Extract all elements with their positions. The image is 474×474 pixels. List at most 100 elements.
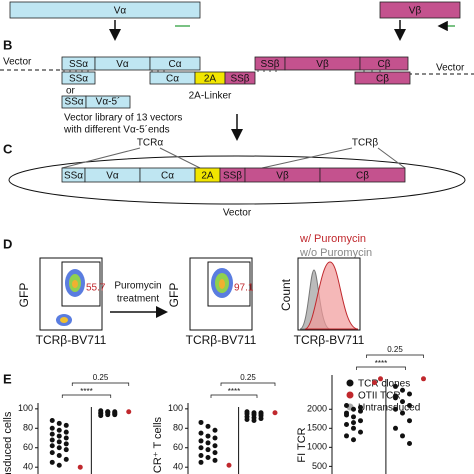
- vector-label: Vector: [3, 57, 32, 68]
- bracket: [210, 394, 258, 398]
- dot: [393, 393, 398, 399]
- dot: [49, 425, 55, 431]
- vector-label: Vector: [436, 63, 465, 74]
- bracket: [61, 394, 112, 398]
- y-tick-label: 1000: [307, 442, 327, 452]
- dot: [205, 433, 211, 439]
- legend-text: w/o Puromycin: [299, 247, 372, 259]
- dot: [344, 422, 349, 427]
- gate-value: 55.7: [86, 283, 106, 294]
- y-tick-label: 80: [23, 423, 33, 433]
- dot: [358, 418, 363, 424]
- panel-label: E: [3, 371, 12, 386]
- caption: with different Vα-5´ends: [63, 124, 170, 136]
- dot: [344, 433, 349, 439]
- bracket: [220, 382, 276, 386]
- panel-label: C: [3, 141, 13, 156]
- y-tick-label: 60: [23, 442, 33, 452]
- dot: [400, 410, 405, 416]
- segment: Vα: [116, 59, 129, 70]
- y-tick-label: 2000: [307, 404, 327, 414]
- box: [149, 56, 201, 71]
- dot: [205, 423, 211, 429]
- dot: [358, 404, 363, 410]
- box: [9, 1, 201, 19]
- segment: Cβ: [356, 171, 369, 182]
- histogram: [297, 257, 361, 331]
- legend-text: OTII TCR: [358, 391, 401, 402]
- segment: Vβ: [276, 171, 289, 182]
- linker-label: 2A-Linker: [189, 91, 232, 102]
- dot: [56, 453, 62, 459]
- dot: [198, 459, 204, 465]
- significance: 0.25: [240, 373, 256, 382]
- axis-label: TCRβ-BV711: [36, 333, 107, 347]
- dot: [351, 425, 356, 431]
- dot: [56, 439, 62, 445]
- y-tick-label: 60: [173, 442, 183, 452]
- bracket: [356, 366, 406, 370]
- dot: [198, 453, 204, 459]
- segment: Cα: [168, 59, 181, 70]
- segment: SSα: [69, 59, 88, 70]
- box: [319, 167, 406, 183]
- y-axis-label: FI TCR: [296, 427, 308, 462]
- axis-label: TCRβ-BV711: [294, 333, 365, 347]
- y-tick-label: 40: [23, 462, 33, 472]
- dot: [56, 433, 62, 439]
- dot: [251, 418, 257, 424]
- or: or: [66, 86, 76, 97]
- axis-label: TCRβ-BV711: [186, 333, 257, 347]
- bracket: [61, 147, 406, 169]
- dot: [344, 412, 349, 418]
- segment: Vα: [114, 6, 127, 17]
- segment: SSβ: [230, 74, 249, 85]
- panel-label: D: [3, 236, 12, 251]
- dot: [49, 418, 55, 424]
- treatment: Puromycin: [114, 281, 161, 292]
- dot: [105, 409, 111, 415]
- segment: SSα: [64, 171, 83, 182]
- dot: [49, 443, 55, 449]
- dot: [393, 425, 398, 431]
- segment: 2A: [204, 74, 217, 85]
- dot: [198, 430, 204, 436]
- dot: [112, 410, 118, 416]
- segment: SSα: [69, 74, 88, 85]
- box: [224, 71, 256, 85]
- dot: [198, 445, 204, 451]
- dot: [63, 441, 69, 447]
- dot: [407, 391, 412, 397]
- dot: [258, 411, 264, 417]
- dot: [63, 429, 69, 435]
- vector-label: Vector: [223, 208, 252, 219]
- y-tick-label: 1500: [307, 423, 327, 433]
- dot: [258, 416, 264, 422]
- legend-text: TCR clones: [358, 379, 410, 390]
- dot: [205, 447, 211, 453]
- dot: [56, 420, 62, 426]
- segment: Vβ: [316, 59, 329, 70]
- flow-plot: [39, 257, 103, 331]
- panel-label: B: [3, 37, 12, 52]
- legend-text: Untransduced: [358, 403, 420, 414]
- significance: 0.25: [93, 373, 109, 382]
- y-tick-label: 80: [173, 423, 183, 433]
- dot: [344, 402, 349, 408]
- legend-marker: [346, 379, 354, 387]
- dot: [126, 409, 132, 415]
- box: [354, 71, 411, 85]
- tcr-label: TCRβ: [352, 138, 379, 149]
- dot: [56, 462, 62, 468]
- dot: [407, 418, 412, 424]
- segment: Cβ: [378, 59, 391, 70]
- dot: [98, 413, 104, 419]
- segment: Vα-5´: [96, 96, 121, 108]
- dot: [205, 454, 211, 460]
- dot: [400, 433, 405, 439]
- box: [359, 56, 409, 71]
- dot: [358, 429, 363, 435]
- dot: [351, 414, 356, 420]
- dot: [63, 456, 69, 462]
